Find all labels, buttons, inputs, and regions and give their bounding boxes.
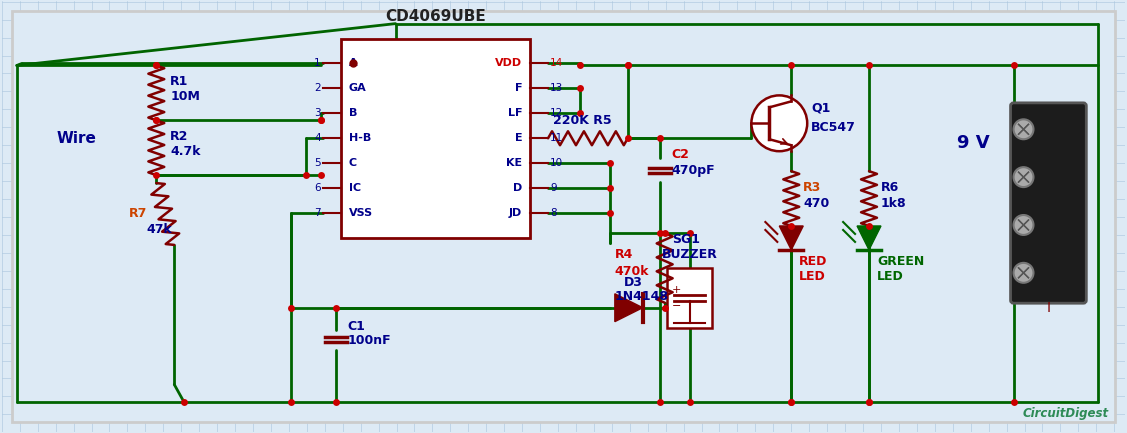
- Text: 12: 12: [550, 108, 564, 118]
- Text: R2: R2: [170, 130, 188, 143]
- Text: KE: KE: [506, 158, 522, 168]
- FancyBboxPatch shape: [340, 39, 530, 238]
- Text: D: D: [513, 183, 522, 193]
- Text: RED: RED: [799, 255, 827, 268]
- Circle shape: [1013, 263, 1033, 283]
- Text: 4.7k: 4.7k: [170, 145, 201, 158]
- Polygon shape: [857, 226, 881, 250]
- Text: C: C: [348, 158, 357, 168]
- Text: F: F: [515, 84, 522, 94]
- Text: B: B: [348, 108, 357, 118]
- Text: R3: R3: [804, 181, 822, 194]
- Text: 10M: 10M: [170, 90, 201, 103]
- Text: 470: 470: [804, 197, 829, 210]
- Text: 1N4148: 1N4148: [615, 290, 668, 303]
- Text: 3: 3: [314, 108, 321, 118]
- Text: GREEN: GREEN: [877, 255, 924, 268]
- Text: 1k8: 1k8: [881, 197, 906, 210]
- Text: JD: JD: [509, 208, 522, 218]
- Text: 4: 4: [314, 133, 321, 143]
- Text: 47k: 47k: [147, 223, 172, 236]
- Text: 9: 9: [550, 183, 557, 193]
- Text: R7: R7: [128, 207, 147, 220]
- Text: CD4069UBE: CD4069UBE: [385, 9, 486, 24]
- Text: SG1: SG1: [672, 233, 700, 246]
- Text: R6: R6: [881, 181, 899, 194]
- Text: BC547: BC547: [811, 121, 857, 134]
- Text: 470k: 470k: [615, 265, 649, 278]
- Circle shape: [1013, 215, 1033, 235]
- Text: Q1: Q1: [811, 101, 831, 114]
- Text: Wire: Wire: [56, 131, 97, 146]
- Text: +: +: [672, 285, 682, 295]
- Circle shape: [752, 95, 807, 151]
- Text: E: E: [515, 133, 522, 143]
- Text: −: −: [672, 301, 682, 311]
- Text: 220K R5: 220K R5: [553, 114, 612, 127]
- Text: H-B: H-B: [348, 133, 371, 143]
- Text: 14: 14: [550, 58, 564, 68]
- Text: 470pF: 470pF: [672, 164, 716, 177]
- Text: C2: C2: [672, 148, 690, 161]
- Text: BUZZER: BUZZER: [662, 248, 718, 261]
- Text: 7: 7: [314, 208, 321, 218]
- Text: LF: LF: [507, 108, 522, 118]
- Text: 2: 2: [314, 84, 321, 94]
- Text: VDD: VDD: [495, 58, 522, 68]
- Text: D3: D3: [624, 276, 642, 289]
- Text: R4: R4: [615, 248, 633, 261]
- Circle shape: [1013, 167, 1033, 187]
- Text: C1: C1: [348, 320, 365, 333]
- Polygon shape: [779, 226, 804, 250]
- Text: LED: LED: [877, 270, 904, 283]
- FancyBboxPatch shape: [1011, 103, 1086, 303]
- Text: 6: 6: [314, 183, 321, 193]
- Text: 13: 13: [550, 84, 564, 94]
- Polygon shape: [615, 294, 642, 322]
- Text: R1: R1: [170, 75, 188, 88]
- Text: 1: 1: [314, 58, 321, 68]
- Text: 9 V: 9 V: [957, 134, 990, 152]
- FancyBboxPatch shape: [11, 11, 1116, 422]
- Text: GA: GA: [348, 84, 366, 94]
- Text: LED: LED: [799, 270, 826, 283]
- FancyBboxPatch shape: [667, 268, 712, 328]
- Text: 5: 5: [314, 158, 321, 168]
- Circle shape: [1013, 120, 1033, 139]
- Text: 10: 10: [550, 158, 564, 168]
- Text: 100nF: 100nF: [348, 333, 391, 346]
- Text: I: I: [1047, 301, 1050, 315]
- Text: A: A: [348, 58, 357, 68]
- Text: VSS: VSS: [348, 208, 373, 218]
- Text: CircuitDigest: CircuitDigest: [1022, 407, 1108, 420]
- Text: 11: 11: [550, 133, 564, 143]
- Text: 8: 8: [550, 208, 557, 218]
- Text: IC: IC: [348, 183, 361, 193]
